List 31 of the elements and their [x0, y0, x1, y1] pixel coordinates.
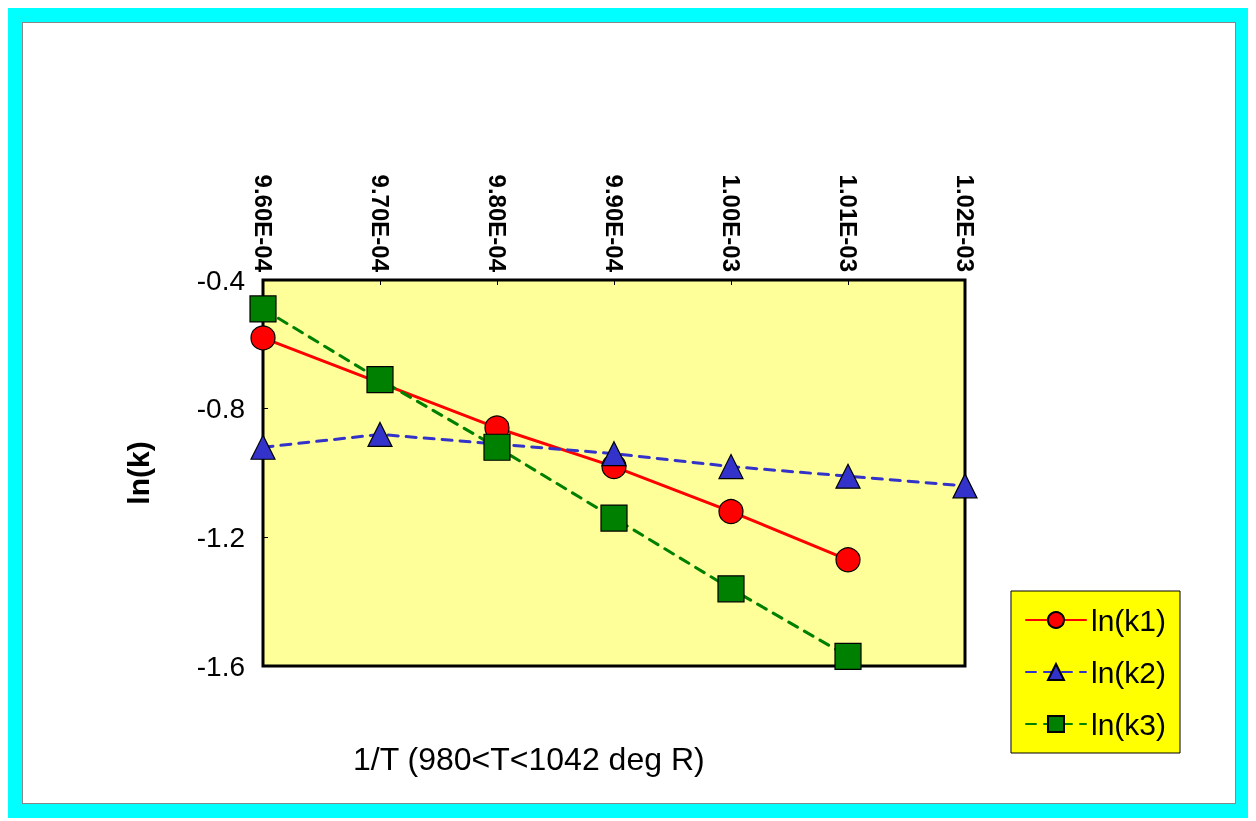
- y-axis-title: ln(k): [121, 441, 155, 505]
- legend-label: ln(k1): [1090, 603, 1166, 637]
- x-axis-title: 1/T (980<T<1042 deg R): [353, 741, 705, 777]
- x-tick-label: 1.02E-03: [951, 174, 979, 272]
- point: [952, 473, 978, 499]
- x-tick-label: 1.01E-03: [834, 174, 862, 272]
- point: [600, 504, 628, 532]
- x-tick-label: 9.90E-04: [600, 174, 628, 273]
- y-tick-label: -0.4: [196, 264, 245, 296]
- point: [250, 325, 276, 351]
- point: [835, 463, 861, 489]
- point: [717, 575, 745, 603]
- x-tick-label: 9.70E-04: [366, 174, 394, 273]
- point: [718, 499, 744, 525]
- x-tick-label: 1.00E-03: [717, 174, 745, 272]
- y-tick-label: -1.6: [196, 650, 245, 682]
- point: [718, 453, 744, 480]
- x-tick-label: 9.80E-04: [483, 174, 511, 273]
- point: [601, 441, 627, 467]
- point: [250, 434, 276, 460]
- legend-label: ln(k3): [1090, 707, 1166, 741]
- y-tick-label: -1.2: [196, 521, 245, 553]
- point: [249, 295, 277, 323]
- point: [483, 433, 511, 461]
- x-tick-label: 9.60E-04: [249, 174, 277, 273]
- y-tick-label: -0.8: [196, 393, 245, 425]
- point: [366, 366, 394, 394]
- point: [835, 547, 861, 573]
- point: [367, 421, 393, 447]
- legend-label: ln(k2): [1090, 655, 1166, 689]
- point: [834, 642, 862, 670]
